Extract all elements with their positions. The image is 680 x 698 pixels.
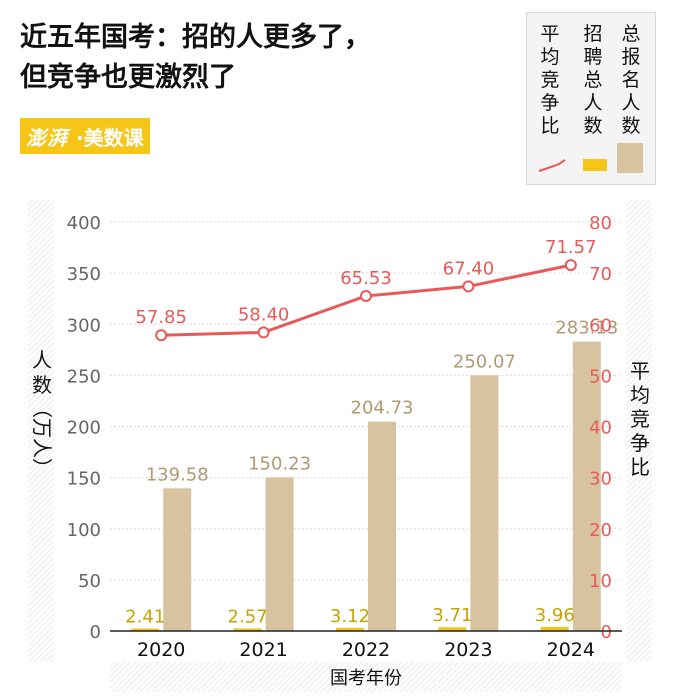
applicants-value-label: 250.07 (453, 351, 516, 372)
ratio-value-label: 57.85 (135, 307, 187, 328)
y-tick-label: 200 (67, 418, 101, 439)
y-axis-title: 人数（万人） (30, 348, 54, 478)
y2-axis-title-char: 平 (630, 359, 650, 383)
y-tick-label: 300 (67, 315, 101, 336)
y2-axis-title: 平均竞争比 (630, 359, 650, 479)
y2-tick-label: 50 (589, 366, 612, 387)
hired-bar (336, 627, 364, 631)
legend-ratio-swatch (538, 159, 566, 172)
y2-axis-title-char: 比 (630, 455, 650, 479)
y2-tick-label: 60 (589, 315, 612, 336)
hired-bar (540, 626, 569, 631)
y-tick-label: 250 (67, 366, 101, 387)
applicants-bar (163, 488, 192, 631)
applicants-bar (470, 375, 499, 631)
y2-tick-label: 20 (589, 520, 612, 541)
ratio-point (462, 280, 475, 293)
ratio-value-label: 67.40 (443, 258, 495, 279)
hired-bar (438, 627, 467, 631)
hired-value-label: 3.71 (432, 605, 472, 626)
y-tick-label: 400 (67, 213, 101, 234)
hired-bar (131, 628, 160, 631)
legend-applicants-swatch (617, 143, 643, 173)
applicants-value-label: 139.58 (146, 464, 209, 485)
legend-ratio-label: 平均竞争比 (540, 23, 560, 137)
applicants-value-label: 283.13 (555, 317, 618, 338)
grid-lines (110, 221, 622, 581)
ratio-value-label: 58.40 (238, 304, 290, 325)
y2-tick-label: 10 (589, 571, 612, 592)
x-tick-label: 2024 (547, 639, 595, 661)
y2-axis-title-char: 均 (630, 383, 650, 407)
y2-axis-title-char: 竞 (630, 407, 650, 431)
y-tick-label: 50 (78, 571, 101, 592)
hired-value-label: 3.96 (535, 605, 575, 626)
legend-hired-label: 招聘总人数 (583, 23, 603, 137)
logo-part-2: ·美数课 (74, 118, 150, 154)
brand-logo: 澎湃 ·美数课 (20, 118, 150, 154)
applicants-value-label: 150.23 (248, 453, 311, 474)
data-labels: 139.58 2.41 150.23 2.57 204.73 3.12 250.07 3.71… (125, 237, 618, 627)
applicants-value-label: 204.73 (351, 398, 414, 419)
left-axis-band (28, 200, 54, 662)
legend: 平均竞争比 招聘总人数 总报名人数 (526, 12, 656, 185)
ratio-point (360, 289, 372, 302)
x-tick-label: 2020 (137, 639, 185, 661)
y-tick-label: 150 (67, 469, 101, 490)
legend-applicants-label: 总报名人数 (621, 23, 641, 137)
y-tick-label: 350 (67, 264, 101, 285)
y2-axis-title-char: 争 (630, 431, 650, 455)
hired-value-label: 2.57 (228, 606, 268, 627)
applicants-bar (572, 341, 601, 631)
hired-bar (233, 628, 262, 631)
y2-tick-label: 70 (589, 264, 612, 285)
y-tick-label: 100 (67, 520, 101, 541)
chart-title: 近五年国考：招的人更多了， 但竞争也更激烈了 (20, 18, 510, 98)
legend-hired-swatch (583, 159, 607, 171)
y2-tick-label: 0 (601, 622, 612, 643)
x-tick-label: 2021 (239, 639, 287, 661)
x-tick-label: 2023 (444, 639, 492, 661)
x-axis-title: 国考年份 (330, 668, 402, 689)
ratio-point (564, 259, 577, 272)
hired-value-label: 2.41 (125, 607, 165, 628)
right-axis-band (626, 200, 652, 662)
axes: 0 50 100 150 200 250 300 350 400 0 10 20 30 40 50 60 70 8… (30, 213, 650, 689)
bars (131, 341, 601, 631)
y2-tick-label: 30 (589, 469, 612, 490)
x-axis-band (110, 662, 622, 692)
ratio-point (257, 326, 270, 339)
hired-value-label: 3.12 (330, 606, 370, 627)
ratio-line (155, 259, 577, 342)
applicants-bar (368, 421, 396, 631)
ratio-value-label: 71.57 (545, 237, 597, 258)
y2-tick-label: 40 (589, 418, 612, 439)
title-line-2: 但竞争也更激烈了 (20, 62, 236, 93)
y2-tick-label: 80 (589, 213, 612, 234)
y-axis-title-unit: （万人） (30, 398, 54, 478)
title-line-1: 近五年国考：招的人更多了， (20, 22, 371, 53)
legend-swatches (538, 143, 643, 173)
logo-part-1: 澎湃 (20, 118, 74, 154)
ratio-point (155, 329, 168, 342)
applicants-bar (265, 477, 294, 631)
x-tick-label: 2022 (342, 639, 390, 661)
ratio-value-label: 65.53 (340, 268, 392, 289)
y-axis-title-part: 人 (32, 348, 52, 372)
y-axis-title-part: 数 (32, 373, 52, 397)
y-tick-label: 0 (90, 622, 101, 643)
